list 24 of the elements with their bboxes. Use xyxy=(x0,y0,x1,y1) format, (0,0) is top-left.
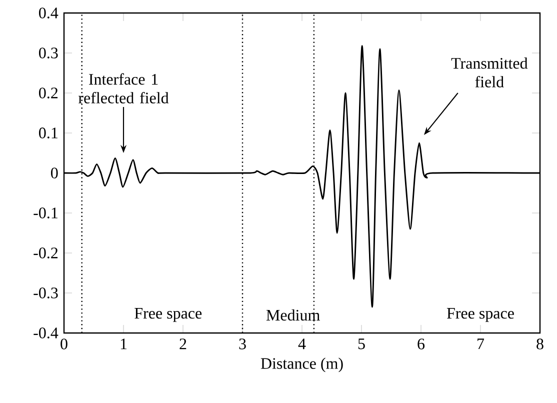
y-tick-label: 0.1 xyxy=(39,128,58,138)
y-tick-label: -0.4 xyxy=(34,328,58,338)
y-tick-label: -0.1 xyxy=(34,208,58,218)
x-axis-title: Distance (m) xyxy=(260,358,343,372)
x-tick-label: 0 xyxy=(60,338,68,350)
annotation: Interface 1 reflected field xyxy=(78,73,169,104)
x-tick-label: 1 xyxy=(120,338,127,350)
y-tick-label: 0.4 xyxy=(39,8,58,18)
x-tick-label: 7 xyxy=(478,338,484,350)
annotation: Transmitted field xyxy=(451,57,528,88)
x-tick-label: 5 xyxy=(358,338,365,350)
annotation: Free space xyxy=(134,308,202,322)
y-tick-label: -0.2 xyxy=(34,248,58,258)
y-tick-label: -0.3 xyxy=(34,288,58,298)
y-tick-label: 0 xyxy=(51,168,58,178)
x-tick-label: 3 xyxy=(239,338,246,350)
x-tick-label: 2 xyxy=(180,338,186,350)
annotation: Free space xyxy=(446,308,514,322)
y-tick-label: 0.2 xyxy=(39,88,58,98)
x-tick-label: 4 xyxy=(298,338,306,350)
annotation: Medium xyxy=(266,309,320,321)
y-tick-label: 0.3 xyxy=(39,48,58,58)
x-tick-label: 6 xyxy=(418,338,425,350)
x-tick-label: 8 xyxy=(536,338,544,350)
